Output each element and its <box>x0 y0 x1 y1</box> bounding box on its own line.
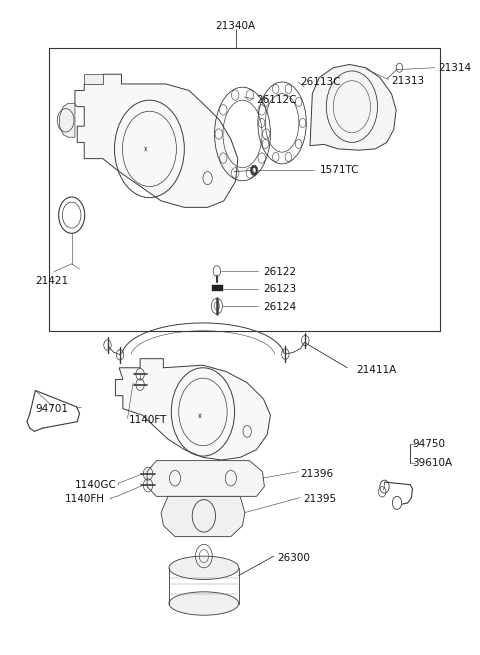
Bar <box>49 48 440 331</box>
Text: 1571TC: 1571TC <box>319 165 359 176</box>
Text: 26112C: 26112C <box>256 95 297 105</box>
Text: 26113C: 26113C <box>300 77 341 87</box>
Text: 21411A: 21411A <box>357 365 397 375</box>
Text: 1140GC: 1140GC <box>75 479 117 490</box>
Text: 26123: 26123 <box>264 284 297 293</box>
Ellipse shape <box>169 592 239 615</box>
Polygon shape <box>161 496 245 536</box>
Text: 1140FT: 1140FT <box>129 415 167 424</box>
Ellipse shape <box>169 556 239 580</box>
Polygon shape <box>147 460 264 496</box>
Text: 21396: 21396 <box>300 468 334 479</box>
Polygon shape <box>310 64 396 150</box>
Bar <box>212 286 223 291</box>
Wedge shape <box>251 165 258 176</box>
Text: 21314: 21314 <box>438 63 471 73</box>
Text: 21395: 21395 <box>303 494 336 504</box>
Text: 94750: 94750 <box>412 440 445 449</box>
Text: 39610A: 39610A <box>412 458 453 468</box>
Text: 1140FH: 1140FH <box>65 494 105 504</box>
Polygon shape <box>60 103 75 137</box>
Text: 26300: 26300 <box>277 553 310 563</box>
Polygon shape <box>84 74 103 84</box>
Polygon shape <box>75 74 238 208</box>
Text: 26124: 26124 <box>264 302 297 312</box>
Text: 21313: 21313 <box>392 76 425 86</box>
Text: 94701: 94701 <box>36 403 68 414</box>
Text: 21421: 21421 <box>36 276 69 286</box>
Polygon shape <box>115 359 270 460</box>
Text: 26122: 26122 <box>264 267 297 276</box>
Text: 21340A: 21340A <box>216 20 255 31</box>
